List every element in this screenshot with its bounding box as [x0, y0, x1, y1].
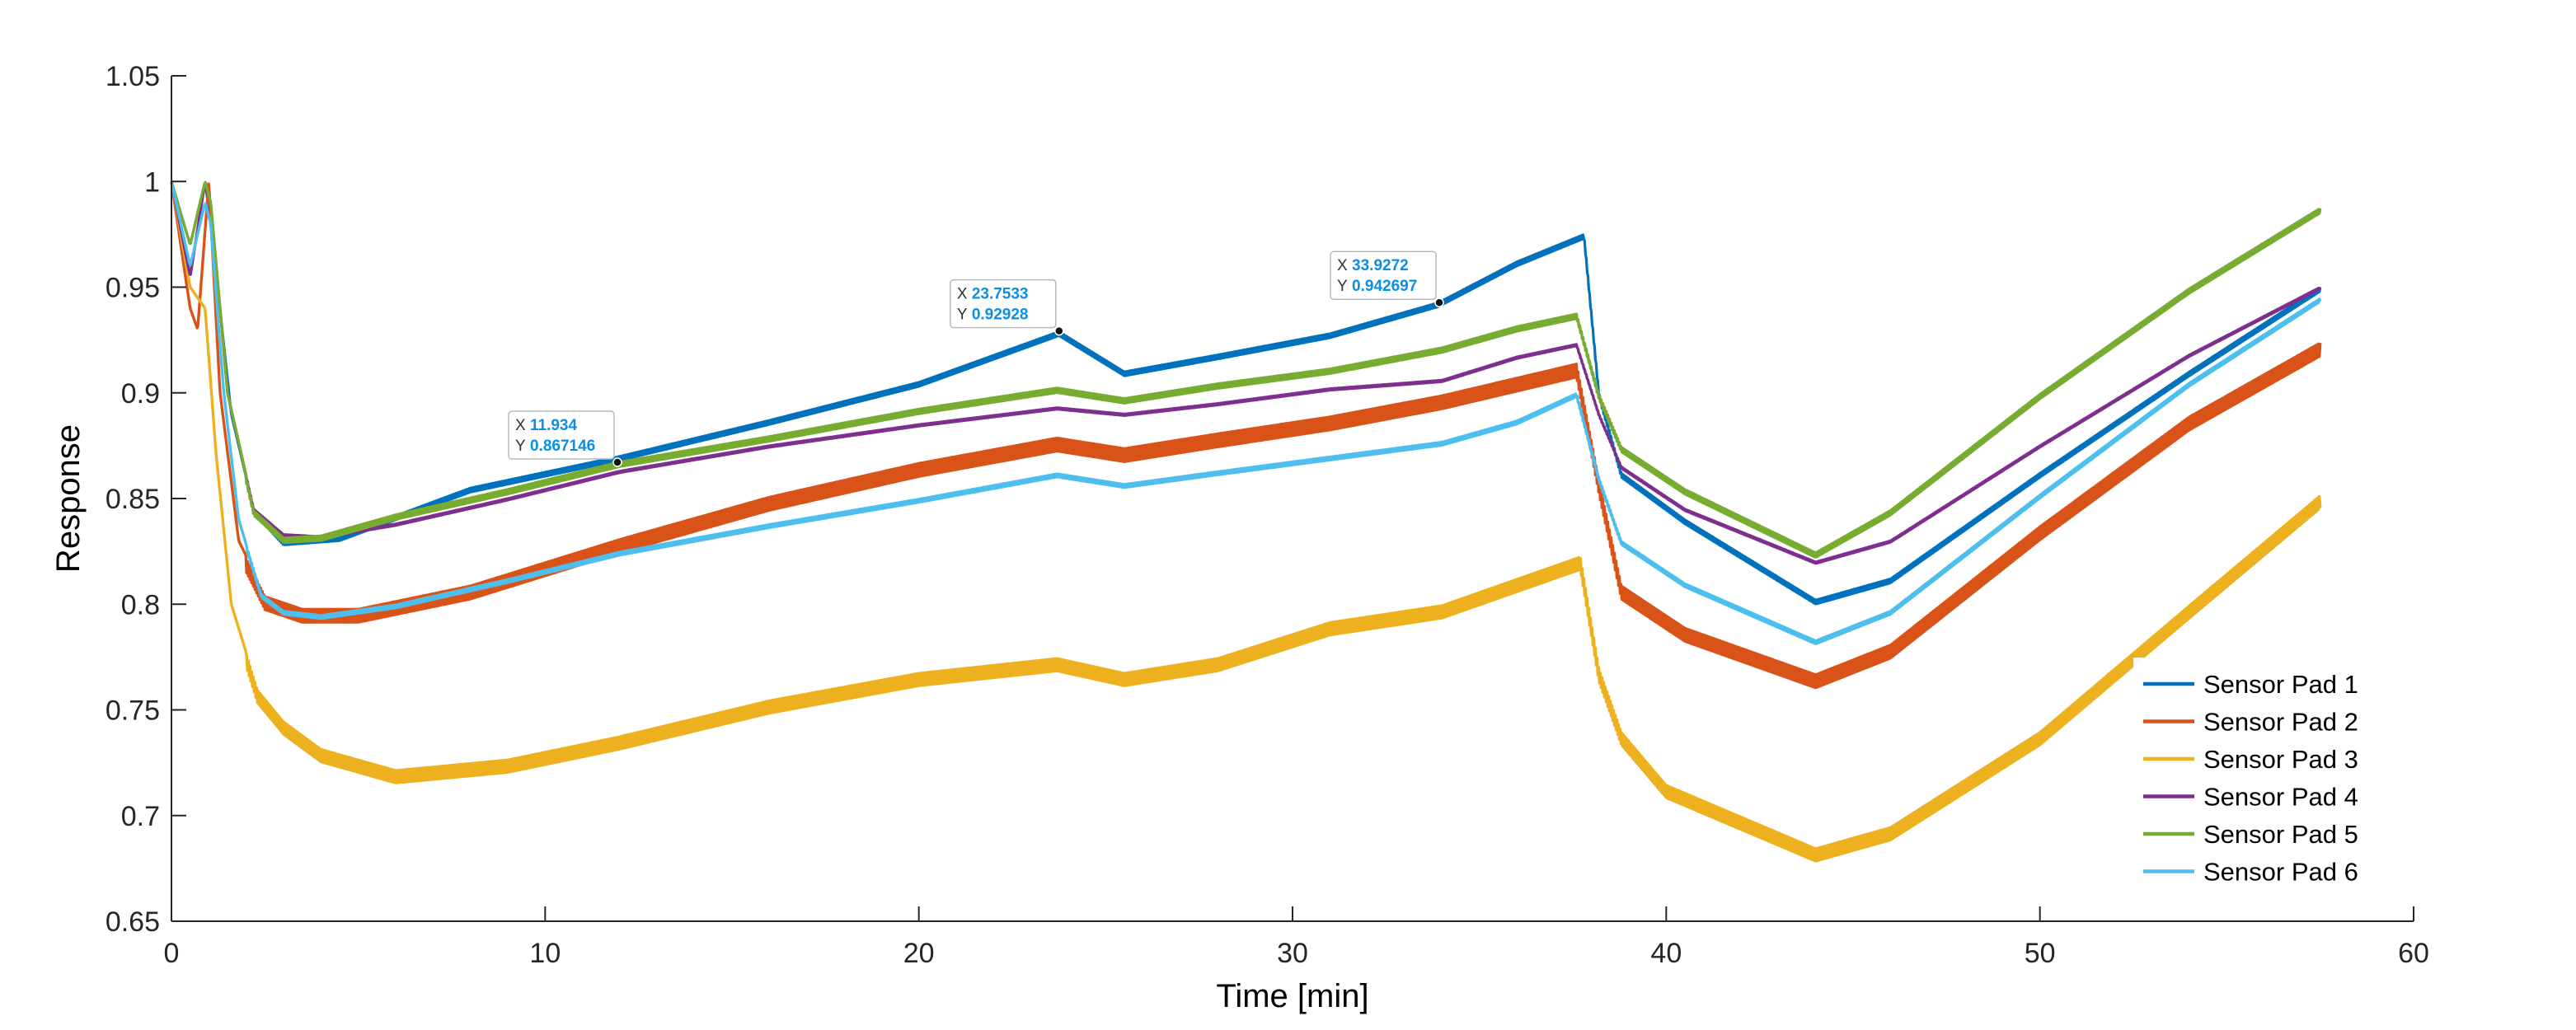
datatip-x-key: X: [957, 286, 968, 303]
y-tick-label: 0.65: [106, 906, 160, 938]
datatip-box: [508, 410, 615, 460]
y-tick-label: 0.75: [106, 695, 160, 727]
legend-box: [2133, 658, 2402, 902]
datatip-y-key: Y: [1337, 278, 1348, 295]
datatip-x-value: 11.934: [530, 417, 577, 434]
legend-label: Sensor Pad 1: [2203, 670, 2358, 699]
datatip-marker: [1434, 297, 1444, 307]
datatip-y-key: Y: [957, 307, 968, 324]
y-tick-label: 0.85: [106, 484, 160, 515]
y-tick-label: 0.8: [121, 589, 160, 620]
legend: Sensor Pad 1 Sensor Pad 2 Sensor Pad 3 Sens…: [2133, 658, 2402, 902]
series-line-5: [170, 180, 2322, 559]
series-line-6: [170, 180, 2322, 645]
datatip-x-value: 33.9272: [1352, 257, 1409, 274]
x-axis-title: Time [min]: [1216, 978, 1368, 1014]
datatip-y-key: Y: [515, 438, 526, 455]
legend-label: Sensor Pad 3: [2203, 745, 2358, 774]
datatip-box: [950, 279, 1057, 329]
x-tick-label: 0: [164, 938, 180, 969]
y-tick-label: 1: [144, 166, 160, 198]
datatip-marker: [612, 457, 622, 467]
y-axis-title: Response: [50, 424, 87, 573]
x-tick-label: 60: [2398, 938, 2429, 969]
legend-label: Sensor Pad 5: [2203, 820, 2358, 849]
x-tick-label: 20: [903, 938, 935, 969]
series-line-4: [170, 180, 2322, 565]
datatip-box: [1330, 250, 1437, 300]
y-tick-label: 0.9: [121, 378, 160, 410]
datatip-x-key: X: [515, 417, 526, 434]
datatip-x-key: X: [1337, 257, 1348, 274]
datatip-marker: [1054, 325, 1064, 336]
legend-label: Sensor Pad 6: [2203, 858, 2358, 887]
series-line-1: [170, 180, 2322, 606]
y-tick-label: 0.95: [106, 273, 160, 304]
datatip-y-value: 0.942697: [1352, 278, 1417, 295]
x-tick-label: 40: [1650, 938, 1682, 969]
x-tick-label: 50: [2025, 938, 2056, 969]
x-tick-label: 30: [1277, 938, 1308, 969]
datatip-y-value: 0.92928: [972, 307, 1029, 324]
legend-label: Sensor Pad 2: [2203, 708, 2358, 737]
y-tick-label: 0.7: [121, 801, 160, 832]
x-tick-label: 10: [529, 938, 561, 969]
datatip-x-value: 23.7533: [972, 286, 1029, 303]
series-line-3: [170, 181, 2322, 863]
series-layer: [170, 180, 2322, 863]
datatip-y-value: 0.867146: [530, 438, 595, 455]
legend-label: Sensor Pad 4: [2203, 783, 2358, 812]
y-tick-label: 1.05: [106, 61, 160, 92]
axes-layer: 0 10 20 30 40 50 600.650.70.750.80.850.90.9511…: [106, 61, 2429, 969]
